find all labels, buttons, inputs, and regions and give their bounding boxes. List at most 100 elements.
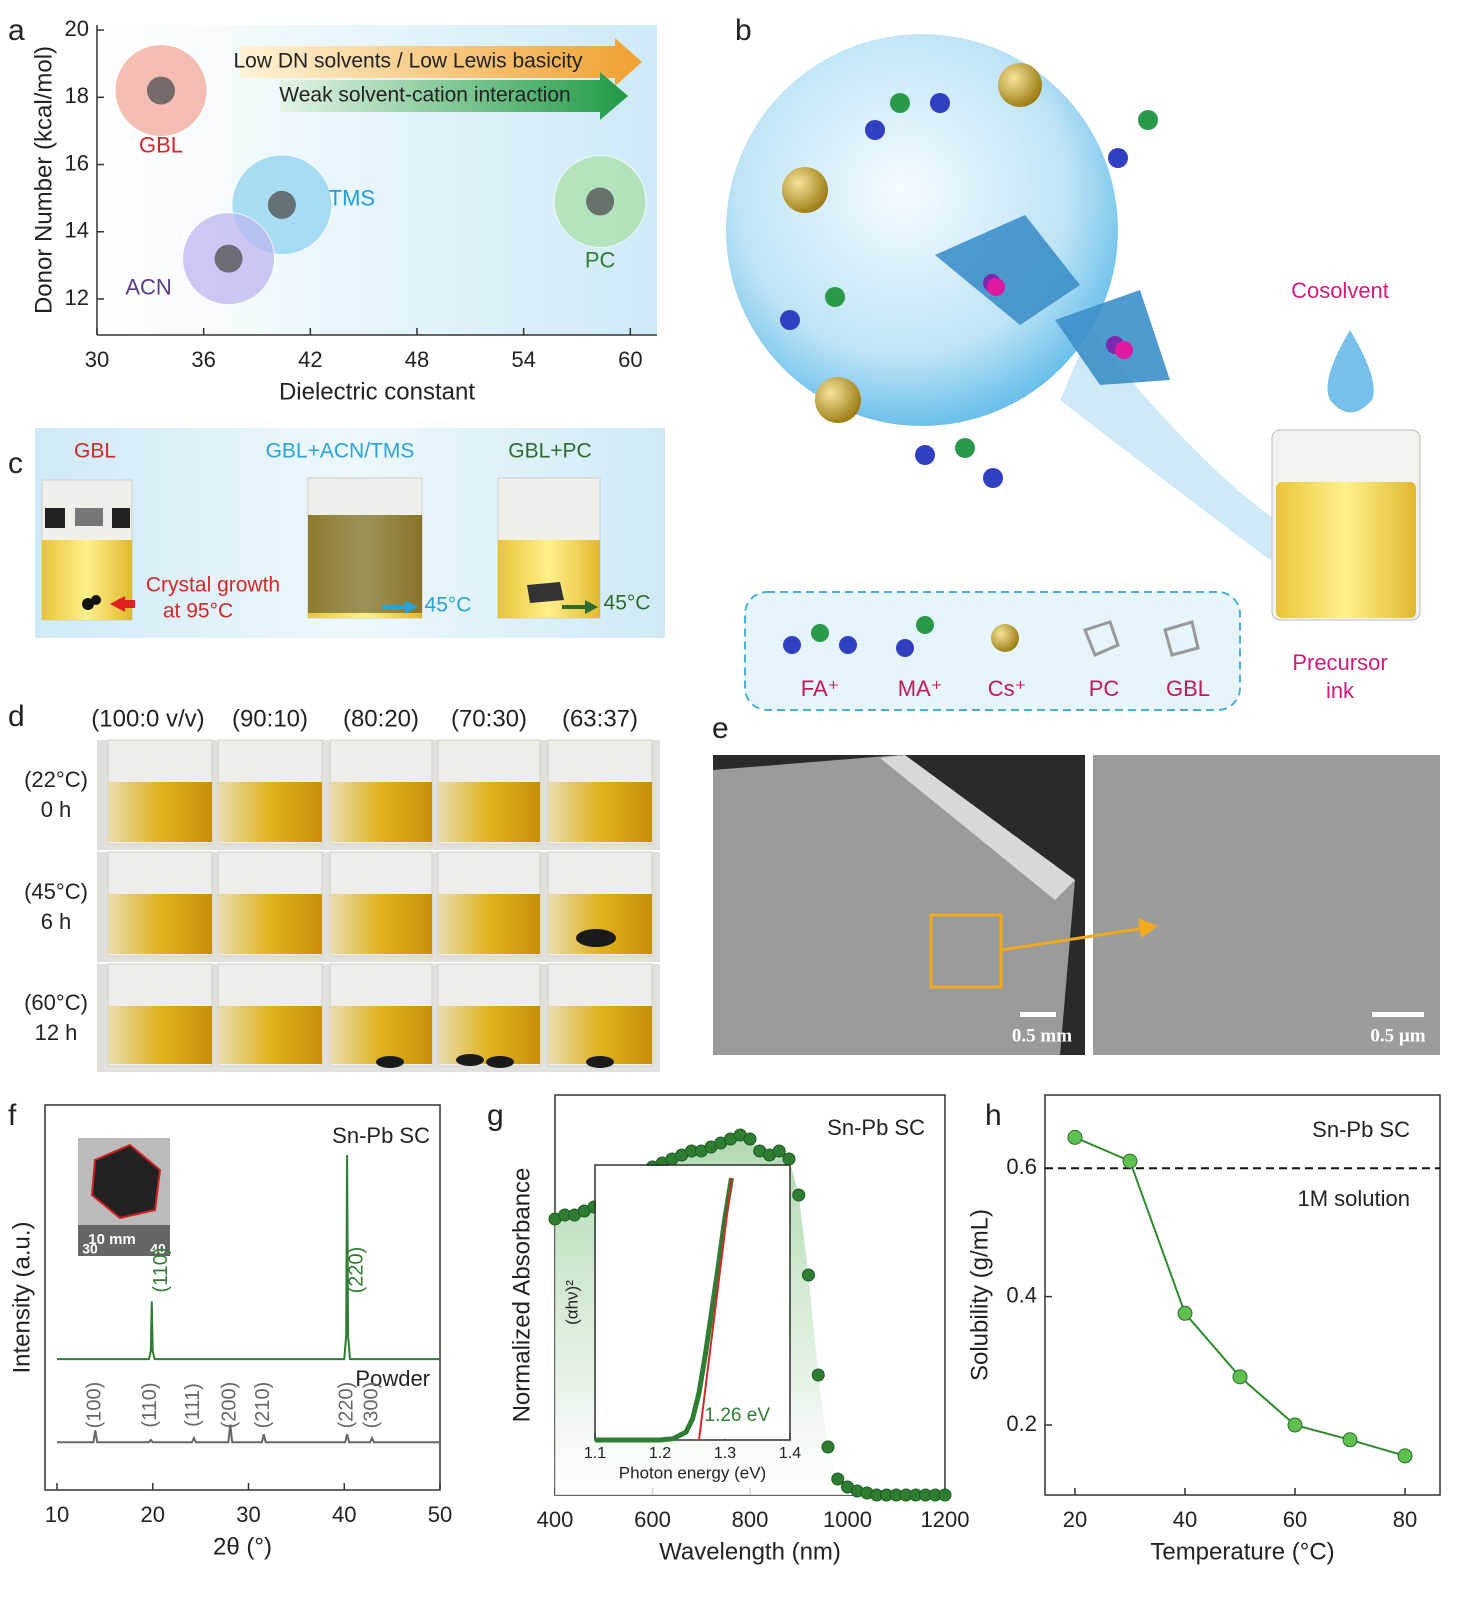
inset-bg: [596, 1166, 789, 1439]
point-label: PC: [585, 247, 616, 272]
peak-label: (100): [84, 1382, 106, 1429]
peak-label: (220): [335, 1382, 357, 1429]
molecule: [147, 76, 175, 105]
crystal: [456, 1054, 484, 1066]
annotation: Low DN solvents / Low Lewis basicity: [234, 50, 583, 73]
marker: [821, 1440, 835, 1454]
label: 45°C: [425, 594, 472, 617]
row-label: (45°C): [24, 879, 88, 904]
point-label: ACN: [125, 274, 171, 299]
molecule: [267, 190, 296, 219]
label: ink: [1326, 678, 1355, 703]
inset-label: 40: [150, 1241, 166, 1257]
fit-line: [698, 1177, 733, 1441]
legend-box: [744, 591, 1241, 711]
x-tick-label: 30: [85, 347, 109, 372]
x-tick-label: 54: [511, 347, 535, 372]
panel-label: g: [487, 1099, 504, 1132]
column-label: (70:30): [451, 705, 527, 732]
marker: [831, 1472, 845, 1486]
x-tick-label: 40: [1173, 1507, 1197, 1532]
x-tick-label: 20: [140, 1502, 164, 1527]
marker: [802, 1268, 815, 1282]
scale-bar: [1372, 1012, 1424, 1017]
label: at 95°C: [163, 600, 233, 623]
marker: [938, 1488, 952, 1502]
x-tick-label: 600: [634, 1507, 671, 1532]
solution: [438, 894, 540, 954]
solution: [218, 782, 322, 842]
series-label: Sn-Pb SC: [332, 1123, 430, 1148]
x-tick-label: 48: [405, 347, 429, 372]
x-tick-label: 80: [1393, 1507, 1417, 1532]
vial: [307, 477, 423, 619]
x-axis-label: Wavelength (nm): [659, 1538, 841, 1565]
y-axis-label: (αhν)²: [562, 1280, 581, 1325]
series-label: Powder: [355, 1366, 430, 1391]
x-tick-label: 1.1: [584, 1445, 606, 1462]
molecule: [586, 187, 615, 216]
marker: [1397, 1448, 1413, 1464]
octahedron: [935, 215, 1080, 325]
x-tick-label: 30: [236, 1502, 260, 1527]
peak-label: (210): [252, 1382, 274, 1429]
crystal: [486, 1056, 514, 1068]
y-tick-label: 0.4: [1006, 1282, 1037, 1307]
label: Precursor: [1292, 650, 1387, 675]
arrow: [240, 38, 642, 86]
inset-label: 10 mm: [88, 1231, 136, 1248]
solution: [548, 1006, 652, 1064]
molecule: [214, 244, 243, 273]
trace: [56, 1155, 440, 1361]
solution: [108, 782, 212, 842]
panel-label: h: [985, 1099, 1002, 1132]
marker: [782, 1152, 796, 1166]
plot-frame: [44, 1104, 441, 1491]
molecule: [915, 438, 1003, 488]
x-tick-label: 1000: [823, 1507, 872, 1532]
annotation: 1.26 eV: [705, 1405, 771, 1426]
column-label: (100:0 v/v): [91, 705, 204, 732]
label: GBL+PC: [508, 440, 591, 463]
sphere: [726, 34, 1118, 426]
peak-label: (300): [360, 1382, 382, 1429]
x-tick-label: 60: [1283, 1507, 1307, 1532]
y-axis-label: Intensity (a.u.): [8, 1221, 35, 1373]
solution: [218, 894, 322, 954]
label: GBL: [74, 440, 116, 463]
reference-label: 1M solution: [1297, 1186, 1410, 1211]
zoom-arrow: [1000, 926, 1146, 952]
x-tick-label: 1.3: [714, 1445, 736, 1462]
x-tick-label: 1200: [921, 1507, 970, 1532]
solution: [108, 1006, 212, 1064]
marker: [1287, 1417, 1303, 1433]
crystal: [376, 1056, 404, 1068]
x-axis-label: 2θ (°): [213, 1533, 272, 1560]
arrow: [110, 596, 135, 612]
point-label: GBL: [139, 132, 183, 157]
x-tick-label: 20: [1063, 1507, 1087, 1532]
point-label: TMS: [329, 186, 375, 211]
ruler: [78, 1225, 170, 1256]
y-axis-label: Solubility (g/mL): [966, 1209, 993, 1381]
solution: [330, 894, 432, 954]
legend-label: FA⁺: [801, 676, 840, 701]
sem-image: [1093, 755, 1440, 1055]
panel-label: c: [8, 447, 23, 480]
marker: [811, 1368, 825, 1382]
cs-ion: [998, 63, 1042, 107]
solution: [330, 1006, 432, 1064]
marker: [1067, 1129, 1083, 1145]
x-tick-label: 10: [45, 1502, 69, 1527]
peak-label: (110): [150, 1247, 172, 1292]
cs-ion: [782, 167, 828, 213]
annotation: Sn-Pb SC: [1312, 1117, 1410, 1142]
vial: [497, 477, 601, 619]
molecule: [865, 93, 950, 140]
annotation: Weak solvent-cation interaction: [279, 84, 570, 107]
ink: [1276, 482, 1416, 618]
x-tick-label: 36: [191, 347, 215, 372]
trace: [595, 1177, 734, 1443]
legend-label: GBL: [1166, 676, 1210, 701]
